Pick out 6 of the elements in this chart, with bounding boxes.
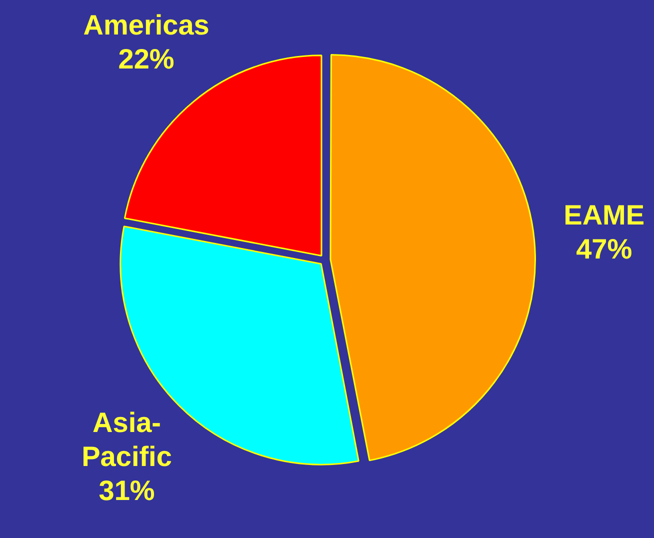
slice-label: Americas [83,10,210,41]
data-label: 31% [98,474,155,506]
data-label: 47% [576,233,632,264]
slice-label: Asia-Pacific [82,406,172,472]
slice-label: EAME [564,199,645,230]
data-label: 22% [118,44,174,75]
